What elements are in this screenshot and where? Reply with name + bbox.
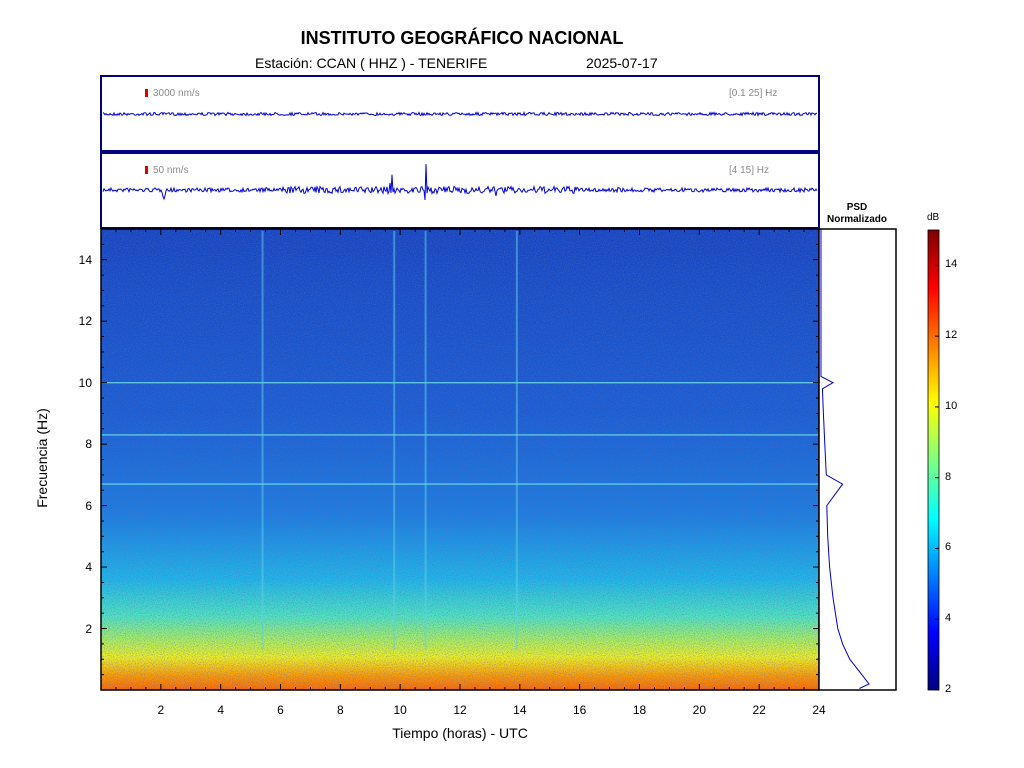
spectrogram-noise [101, 229, 819, 690]
x-tick-label: 18 [632, 703, 647, 717]
psd-line [820, 229, 870, 689]
station-label: Estación: CCAN ( HHZ ) - TENERIFE [255, 55, 488, 71]
y-axis-ticks [101, 228, 819, 691]
scale-marker-1 [145, 89, 148, 97]
y-tick-label: 10 [78, 375, 92, 390]
trace2-scale: 50 nm/s [153, 165, 189, 176]
psd-panel [818, 228, 897, 691]
spectrogram-lines [101, 231, 819, 650]
x-tick-label: 10 [393, 703, 407, 717]
colorbar-tick-label: 10 [945, 399, 958, 412]
page-title: INSTITUTO GEOGRÁFICO NACIONAL [300, 28, 624, 48]
x-tick-label: 16 [572, 703, 587, 717]
psd-title-1: PSD [846, 202, 868, 213]
colorbar-tick-label: 2 [945, 683, 952, 695]
y-tick-label: 8 [85, 437, 92, 452]
colorbar-tick-label: 4 [945, 612, 952, 625]
y-tick-label: 4 [85, 560, 92, 575]
y-tick-label: 2 [85, 621, 92, 636]
x-tick-label: 2 [157, 703, 165, 717]
colorbar-tick-label: 6 [945, 541, 952, 554]
y-tick-label: 14 [78, 252, 92, 267]
trace1-band: [0.1 25] Hz [729, 88, 778, 99]
x-tick-label: 14 [513, 703, 527, 717]
trace2-band: [4 15] Hz [729, 165, 770, 176]
x-tick-label: 6 [277, 703, 284, 717]
colorbar-tick-label: 14 [945, 258, 958, 271]
colorbar-ticks [935, 264, 939, 691]
x-axis-label: Tiempo (horas) - UTC [392, 725, 528, 741]
x-tick-label: 12 [453, 703, 467, 717]
x-tick-label: 4 [217, 703, 224, 717]
colorbar-tick-label: 12 [945, 329, 958, 342]
x-tick-label: 8 [336, 703, 344, 717]
colorbar-tick-label: 8 [945, 470, 952, 483]
colorbar [927, 229, 940, 691]
colorbar-unit: dB [927, 212, 940, 223]
x-tick-label: 22 [752, 703, 766, 717]
trace-line-2 [102, 164, 818, 201]
psd-title-2: Normalizado [826, 214, 887, 225]
y-axis-label: Frecuencia (Hz) [34, 408, 50, 508]
date-label: 2025-07-17 [586, 55, 658, 71]
x-tick-label: 20 [692, 703, 706, 717]
x-tick-label: 24 [812, 703, 826, 717]
trace-line-1 [102, 111, 818, 117]
trace1-scale: 3000 nm/s [153, 88, 200, 99]
y-tick-label: 12 [78, 314, 92, 329]
scale-marker-2 [145, 166, 148, 174]
y-tick-label: 6 [85, 498, 92, 513]
